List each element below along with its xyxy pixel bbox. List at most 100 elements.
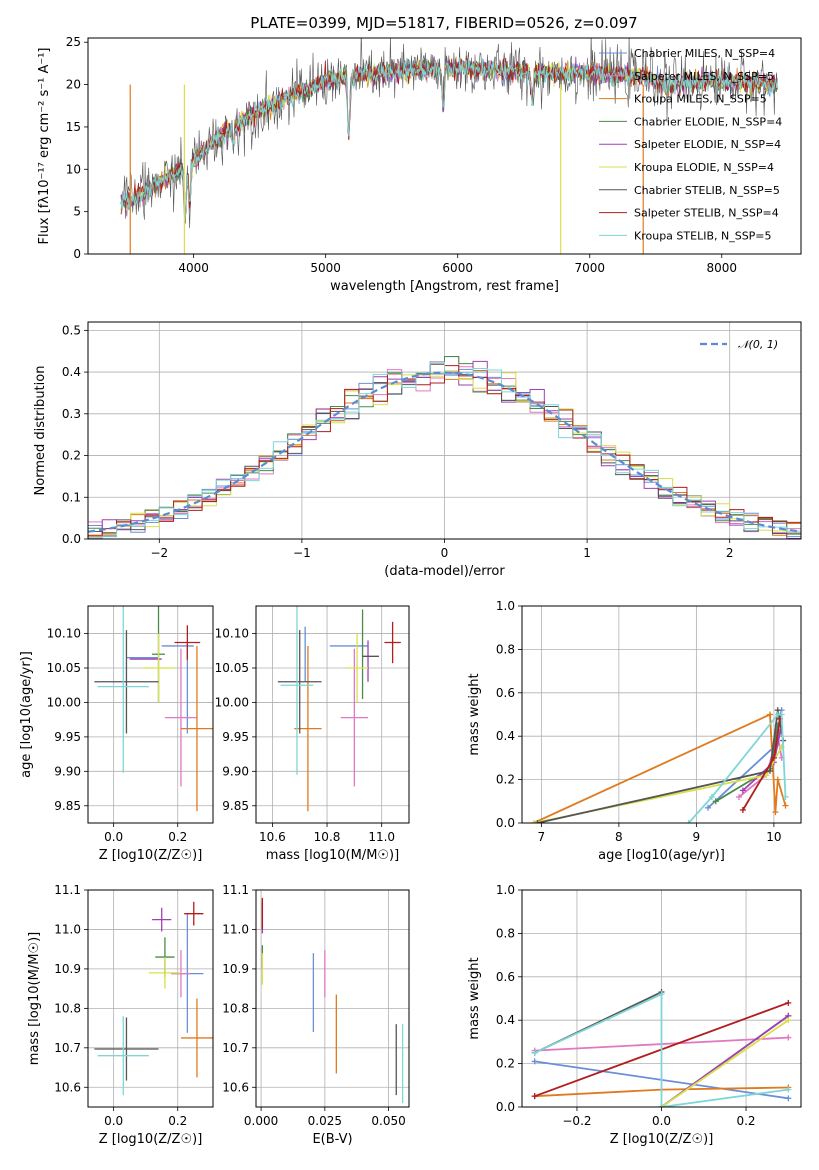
axes-frame: [87, 605, 214, 824]
weight-marker: [785, 1017, 792, 1024]
y-tick-label: 0.0: [496, 1100, 515, 1114]
x-tick-label: −0.2: [562, 1114, 591, 1128]
weight-line: [537, 710, 785, 823]
y-tick-label: 0.8: [496, 642, 515, 656]
y-tick-label: 9.85: [54, 799, 81, 813]
mass-vs-metallicity-panel: 0.0 0.2 10.6 10.7 10.8 10.9 11.0 11.1 Z [log10(Z…: [27, 883, 214, 1147]
y-tick-label: 10.7: [222, 1041, 249, 1055]
weight-marker: [534, 820, 541, 823]
weight-line: [533, 713, 787, 823]
y-tick-label: 9.90: [222, 764, 249, 778]
y-tick-label: 9.85: [222, 799, 249, 813]
x-tick-label: 0: [441, 546, 449, 560]
y-tick-label: 10.05: [215, 661, 249, 675]
y-tick-label: 11.0: [54, 922, 81, 936]
y-axis-label: mass [log10(M/M☉)]: [27, 932, 42, 1065]
axes-frame: [255, 889, 410, 1108]
weight-marker: [705, 804, 711, 811]
histogram-step: [88, 361, 801, 539]
x-tick-label: 0.050: [371, 1114, 405, 1128]
weight-marker: [736, 793, 742, 800]
y-tick-label: 0.2: [62, 449, 81, 463]
y-tick-label: 5: [73, 205, 81, 219]
plot-area: [530, 707, 789, 823]
x-tick-label: 0.2: [168, 830, 187, 844]
axes-frame: [521, 605, 802, 824]
legend-label: Kroupa STELIB, N_SSP=5: [634, 229, 772, 242]
y-tick-label: 10.10: [215, 627, 249, 641]
axes-frame: [87, 321, 802, 540]
plot-area: [94, 606, 213, 812]
x-tick-label: 2: [726, 546, 734, 560]
y-tick-label: 15: [66, 120, 81, 134]
axes-frame: [255, 605, 410, 824]
y-axis-label: age [log10(age/yr)]: [19, 651, 34, 778]
x-tick-label: 0.025: [308, 1114, 342, 1128]
weight-vs-metallicity-panel: −0.2 0.0 0.2 0.0 0.2 0.4 0.6 0.8 1.0 Z [log10(Z/Z…: [467, 883, 802, 1147]
plot-area: [261, 897, 404, 1104]
y-tick-label: 10.9: [54, 962, 81, 976]
y-tick-label: 25: [66, 35, 81, 49]
age-vs-mass-panel: 10.6 10.8 11.0 9.85 9.90 9.95 10.00 10.05 10.10 m…: [215, 605, 410, 863]
weight-marker: [685, 820, 692, 823]
x-tick-label: −1: [293, 546, 311, 560]
x-tick-label: 10.6: [259, 830, 286, 844]
weight-line: [534, 992, 789, 1107]
y-tick-label: 0.4: [496, 729, 515, 743]
y-tick-label: 10.7: [54, 1041, 81, 1055]
y-tick-label: 10.6: [222, 1080, 249, 1094]
weight-marker: [785, 999, 792, 1006]
legend-label: Kroupa MILES, N_SSP=5: [634, 93, 767, 106]
y-tick-label: 11.0: [222, 922, 249, 936]
weight-vs-age-panel: 7 8 9 10 0.0 0.2 0.4 0.6 0.8 1.0 age [log10(age/yr…: [467, 599, 802, 863]
axes-frame: [87, 37, 802, 255]
y-tick-label: 1.0: [496, 883, 515, 897]
x-axis-label: wavelength [Angstrom, rest frame]: [330, 279, 559, 294]
y-axis-label: mass weight: [467, 673, 482, 755]
y-tick-label: 10: [66, 162, 81, 176]
weight-marker: [767, 767, 773, 774]
legend-label: Salpeter STELIB, N_SSP=4: [634, 207, 779, 220]
x-tick-label: −2: [150, 546, 168, 560]
y-tick-label: 0: [73, 247, 81, 261]
y-tick-label: 10.9: [222, 962, 249, 976]
y-tick-label: 9.95: [54, 730, 81, 744]
age-vs-metallicity-panel: 0.0 0.2 9.85 9.90 9.95 10.00 10.05 10.10 Z [log1…: [19, 605, 214, 863]
weight-marker: [531, 1093, 538, 1100]
y-axis-label: Flux [fλ10⁻¹⁷ erg cm⁻² s⁻¹ A⁻¹]: [37, 48, 52, 245]
weight-marker: [785, 1095, 792, 1102]
weight-marker: [782, 793, 789, 800]
plot-area: [88, 355, 801, 539]
figure-title: PLATE=0399, MJD=51817, FIBERID=0526, z=0…: [250, 14, 637, 32]
x-tick-label: 0.0: [104, 830, 123, 844]
x-tick-label: 11.0: [368, 830, 395, 844]
y-tick-label: 9.95: [222, 730, 249, 744]
y-tick-label: 10.6: [54, 1080, 81, 1094]
y-tick-label: 11.1: [54, 883, 81, 897]
plot-area: [531, 988, 792, 1107]
mass-vs-extinction-panel: 0.000 0.025 0.050 10.6 10.7 10.8 10.9 11.0 11.1 E…: [222, 883, 410, 1147]
axes-frame: [87, 889, 214, 1108]
x-tick-label: 0.2: [736, 1114, 755, 1128]
weight-marker: [770, 754, 777, 761]
x-tick-label: 7000: [574, 261, 605, 275]
y-tick-label: 0.4: [496, 1013, 515, 1027]
x-axis-label: (data-model)/error: [384, 564, 505, 579]
plot-area: [94, 901, 213, 1096]
weight-marker: [739, 787, 746, 794]
legend-label: Salpeter ELODIE, N_SSP=4: [634, 138, 781, 151]
x-tick-label: 8000: [707, 261, 738, 275]
weight-marker: [530, 820, 537, 823]
y-tick-label: 0.2: [496, 1057, 515, 1071]
x-tick-label: 7: [538, 830, 546, 844]
x-tick-label: 6000: [442, 261, 473, 275]
weight-marker: [785, 1086, 792, 1093]
spectrum-panel: 4000 5000 6000 7000 8000 0 5 10 15 20 25 wavelength…: [37, 35, 802, 294]
legend-label: Chabrier ELODIE, N_SSP=4: [634, 115, 782, 128]
x-axis-label: Z [log10(Z/Z☉)]: [99, 1132, 203, 1147]
weight-marker: [708, 793, 715, 800]
y-tick-label: 10.05: [47, 661, 81, 675]
x-axis-label: Z [log10(Z/Z☉)]: [610, 1132, 714, 1147]
x-axis-label: Z [log10(Z/Z☉)]: [99, 848, 203, 863]
